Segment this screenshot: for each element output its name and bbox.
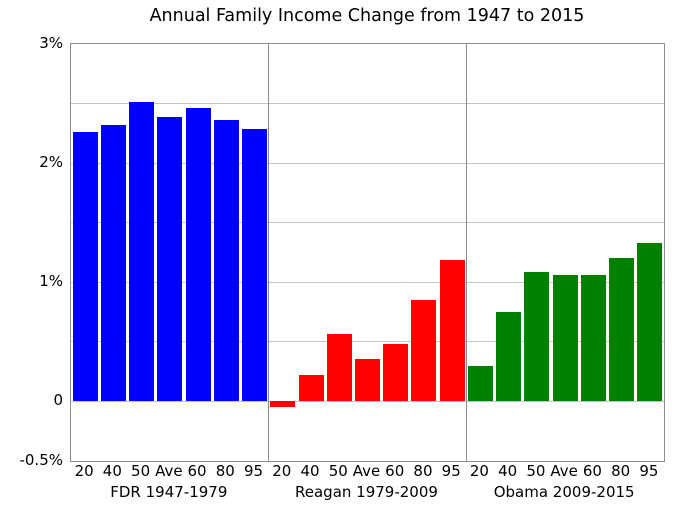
gridline (71, 281, 664, 283)
bar-obama-20 (467, 365, 493, 402)
x-tick-label: 80 (611, 462, 631, 480)
bar-obama-95 (637, 242, 663, 402)
y-tick-label: -0.5% (19, 451, 63, 469)
gridline (71, 222, 664, 224)
x-tick-label: 60 (187, 462, 207, 480)
x-tick-label: 40 (300, 462, 320, 480)
x-tick-label: Ave (550, 462, 578, 480)
bar-reagan-60 (383, 344, 409, 402)
bar-obama-40 (496, 312, 522, 402)
gridline (71, 162, 664, 164)
x-tick-label: 80 (413, 462, 433, 480)
bar-reagan-ave (354, 358, 380, 402)
y-tick-label: 0 (53, 391, 63, 410)
group-label: Obama 2009-2015 (493, 483, 635, 501)
bar-fdr-40 (100, 125, 126, 402)
gridline (71, 400, 664, 402)
plot-area (70, 43, 665, 462)
x-tick-label: 80 (215, 462, 235, 480)
x-tick-label: 95 (441, 462, 461, 480)
bar-reagan-40 (298, 375, 324, 402)
bar-obama-50 (524, 271, 550, 402)
bar-obama-60 (580, 275, 606, 402)
bar-obama-ave (552, 275, 578, 402)
bar-reagan-50 (326, 333, 352, 402)
bar-fdr-ave (157, 116, 183, 402)
bar-fdr-80 (213, 120, 239, 402)
x-tick-label: 60 (385, 462, 405, 480)
bar-fdr-95 (242, 128, 268, 402)
x-tick-label: 95 (639, 462, 659, 480)
x-tick-label: 60 (582, 462, 602, 480)
bar-reagan-95 (439, 259, 465, 402)
x-tick-label: 40 (498, 462, 518, 480)
bar-fdr-20 (72, 132, 98, 402)
bar-reagan-80 (411, 300, 437, 402)
x-tick-label: 20 (272, 462, 292, 480)
x-tick-label: 20 (469, 462, 489, 480)
gridline (71, 341, 664, 343)
bar-obama-80 (609, 258, 635, 402)
x-tick-label: 95 (243, 462, 264, 480)
group-label: Reagan 1979-2009 (295, 483, 438, 501)
group-label: FDR 1947-1979 (110, 483, 228, 501)
bar-reagan-20 (270, 401, 296, 408)
y-tick-label: 1% (39, 272, 63, 291)
x-tick-label: 50 (526, 462, 546, 480)
gridline (71, 103, 664, 105)
x-tick-label: 40 (102, 462, 122, 480)
x-tick-label: Ave (352, 462, 381, 480)
x-tick-label: 50 (328, 462, 348, 480)
x-tick-label: 20 (74, 462, 94, 480)
bar-fdr-60 (185, 108, 211, 402)
panel-separator (268, 44, 270, 461)
bar-fdr-50 (129, 102, 155, 402)
y-tick-label: 2% (39, 153, 63, 172)
panel-separator (465, 44, 467, 461)
x-tick-label: 50 (131, 462, 151, 480)
x-tick-label: Ave (155, 462, 183, 480)
chart-title: Annual Family Income Change from 1947 to… (149, 6, 585, 26)
y-tick-label: 3% (39, 34, 63, 52)
